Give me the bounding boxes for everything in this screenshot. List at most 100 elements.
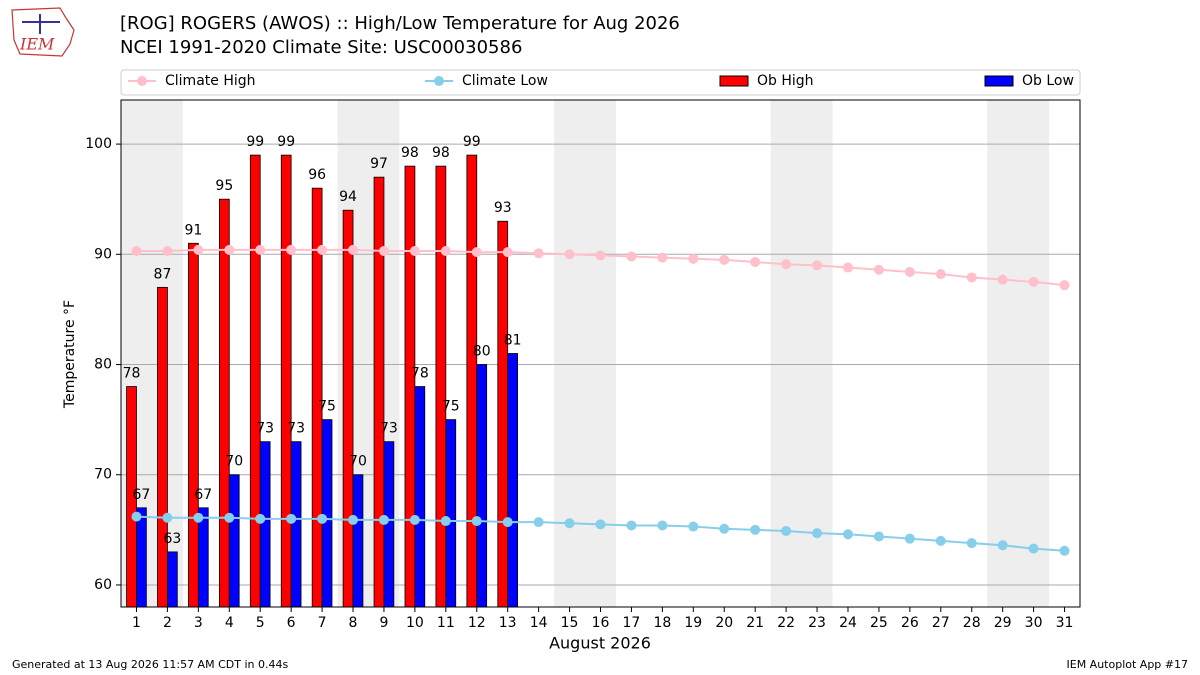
climate-point	[533, 248, 544, 259]
climate-point	[842, 529, 853, 540]
climate-point	[286, 513, 297, 524]
climate-point	[564, 249, 575, 260]
x-tick-label: 3	[194, 615, 203, 631]
climate-point	[966, 538, 977, 549]
bar-label: 73	[256, 421, 274, 437]
x-tick-label: 26	[901, 615, 919, 631]
bar	[157, 286, 168, 608]
climate-point	[1059, 545, 1070, 556]
climate-point	[935, 535, 946, 546]
climate-point	[719, 523, 730, 534]
climate-point	[409, 514, 420, 525]
bar	[249, 154, 261, 608]
bar-label: 80	[473, 344, 491, 360]
bar	[352, 474, 364, 608]
climate-point	[471, 516, 482, 527]
bar	[321, 419, 333, 608]
climate-point	[657, 252, 668, 263]
x-tick-label: 5	[256, 615, 265, 631]
x-tick-label: 24	[839, 615, 857, 631]
legend-marker	[137, 76, 147, 86]
x-tick-label: 20	[715, 615, 733, 631]
x-tick-label: 23	[808, 615, 826, 631]
x-tick-label: 29	[994, 615, 1012, 631]
y-tick-label: 60	[94, 577, 112, 593]
climate-point	[409, 245, 420, 256]
climate-point	[348, 244, 359, 255]
bar	[259, 441, 271, 608]
bar	[414, 386, 426, 608]
climate-point	[812, 260, 823, 271]
x-tick-label: 10	[406, 615, 424, 631]
legend-box	[120, 69, 1081, 96]
climate-point	[131, 511, 142, 522]
climate-point	[502, 247, 513, 258]
bar-label: 75	[318, 399, 336, 415]
climate-point	[781, 259, 792, 270]
climate-point	[997, 540, 1008, 551]
x-tick-label: 4	[225, 615, 234, 631]
footer-left: Generated at 13 Aug 2026 11:57 AM CDT in…	[12, 658, 288, 671]
weekend-shade	[987, 100, 1050, 607]
x-tick-label: 6	[287, 615, 296, 631]
bar-label: 81	[504, 333, 522, 349]
climate-point	[966, 272, 977, 283]
x-tick-label: 15	[561, 615, 579, 631]
x-tick-label: 30	[1025, 615, 1043, 631]
bar	[476, 364, 488, 608]
bar-label: 78	[123, 366, 141, 382]
climate-point	[688, 521, 699, 532]
legend-label: Ob High	[757, 73, 814, 89]
climate-point	[317, 513, 328, 524]
x-tick-label: 1	[132, 615, 141, 631]
climate-point	[904, 266, 915, 277]
bar	[435, 165, 447, 608]
climate-point	[750, 257, 761, 268]
chart-subtitle: NCEI 1991-2020 Climate Site: USC00030586	[120, 37, 522, 58]
x-tick-label: 14	[530, 615, 548, 631]
climate-point	[935, 269, 946, 280]
x-tick-label: 8	[349, 615, 358, 631]
logo-text: IEM	[19, 35, 55, 54]
x-tick-label: 12	[468, 615, 486, 631]
bar	[373, 176, 385, 608]
x-tick-label: 2	[163, 615, 172, 631]
x-tick-label: 9	[379, 615, 388, 631]
bar	[136, 507, 147, 608]
climate-point	[286, 244, 297, 255]
climate-point	[1028, 543, 1039, 554]
chart-title: [ROG] ROGERS (AWOS) :: High/Low Temperat…	[120, 13, 680, 34]
bar-label: 73	[287, 421, 305, 437]
climate-point	[255, 244, 266, 255]
bar	[290, 441, 302, 608]
bar-label: 99	[246, 134, 264, 150]
climate-point	[688, 253, 699, 264]
bar-label: 91	[184, 222, 202, 238]
climate-point	[842, 262, 853, 273]
bar	[445, 419, 457, 608]
x-tick-label: 11	[437, 615, 455, 631]
climate-point	[255, 513, 266, 524]
bar	[404, 165, 416, 608]
bar	[280, 154, 292, 608]
climate-point	[162, 245, 173, 256]
bar-label: 93	[494, 200, 512, 216]
bar-label: 63	[163, 531, 181, 547]
climate-point	[224, 512, 235, 523]
x-tick-label: 17	[623, 615, 641, 631]
climate-point	[1059, 280, 1070, 291]
bar-label: 99	[277, 134, 295, 150]
x-tick-label: 25	[870, 615, 888, 631]
climate-point	[657, 520, 668, 531]
x-tick-label: 13	[499, 615, 517, 631]
climate-point	[162, 512, 173, 523]
climate-point	[781, 525, 792, 536]
bar-label: 87	[154, 266, 172, 282]
y-tick-label: 80	[94, 357, 112, 373]
bar	[466, 154, 478, 608]
x-tick-label: 22	[777, 615, 795, 631]
climate-point	[564, 518, 575, 529]
climate-point	[595, 250, 606, 261]
bar	[197, 507, 209, 608]
